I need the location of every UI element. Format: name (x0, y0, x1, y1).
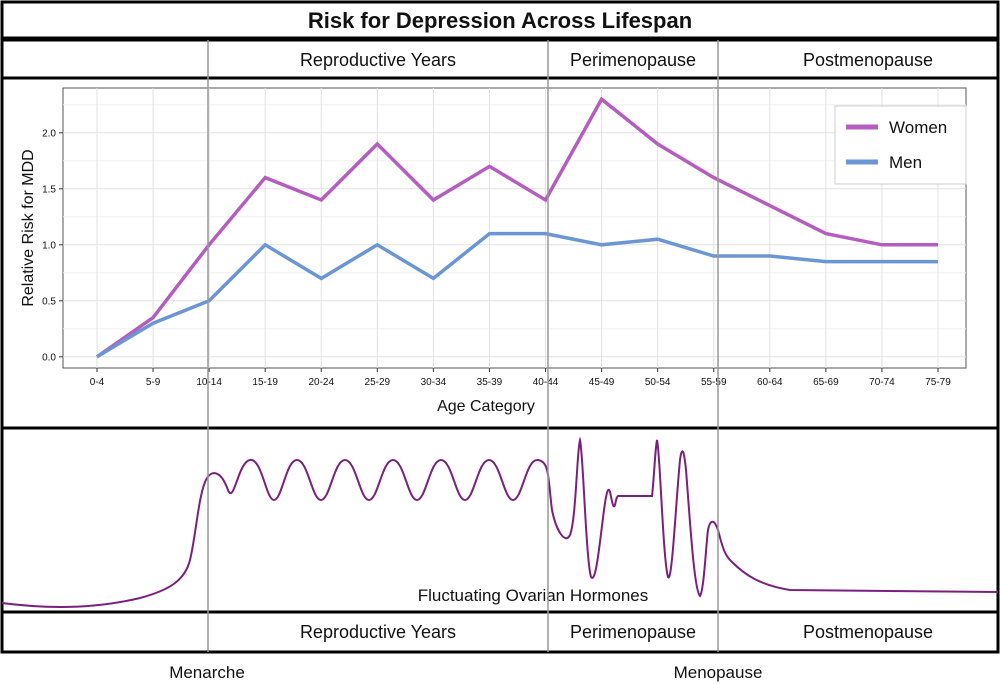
top-phase-perimenopause: Perimenopause (570, 50, 696, 70)
milestone-menopause: Menopause (674, 663, 763, 682)
bottom-phase-band (0, 610, 1000, 654)
x-tick-label: 5-9 (146, 377, 161, 388)
x-tick-label: 0-4 (90, 377, 105, 388)
x-tick-label: 25-29 (365, 377, 391, 388)
y-tick-label: 0.5 (42, 296, 56, 307)
plot-area (62, 87, 967, 369)
x-tick-label: 60-64 (757, 377, 783, 388)
y-tick-label: 0.0 (42, 352, 56, 363)
top-phase-reproductive: Reproductive Years (300, 50, 456, 70)
y-axis-label: Relative Risk for MDD (20, 149, 37, 306)
series-line-men (96, 231, 938, 359)
y-tick-label: 1.5 (42, 184, 56, 195)
legend-label-women: Women (889, 118, 947, 137)
x-tick-label: 30-34 (421, 377, 447, 388)
milestone-menarche: Menarche (169, 663, 245, 682)
chart-title: Risk for Depression Across Lifespan (308, 8, 692, 33)
grid-lines (63, 88, 966, 368)
top-phase-postmenopause: Postmenopause (803, 50, 933, 70)
x-tick-label: 20-24 (308, 377, 334, 388)
x-axis-label: Age Category (437, 398, 535, 415)
x-tick-label: 40-44 (533, 377, 559, 388)
bottom-phase-perimenopause: Perimenopause (570, 622, 696, 642)
bottom-phase-postmenopause: Postmenopause (803, 622, 933, 642)
x-tick-label: 45-49 (589, 377, 615, 388)
x-tick-label: 55-59 (701, 377, 727, 388)
legend-box (834, 105, 967, 185)
x-tick-label: 75-79 (925, 377, 951, 388)
x-tick-label: 70-74 (869, 377, 895, 388)
legend-label-men: Men (889, 153, 922, 172)
y-tick-label: 1.0 (42, 240, 56, 251)
legend: Women Men (834, 105, 967, 185)
x-tick-label: 50-54 (645, 377, 671, 388)
x-tick-label: 10-14 (196, 377, 222, 388)
x-tick-label: 65-69 (813, 377, 839, 388)
series-lines (95, 96, 938, 359)
bottom-phase-reproductive: Reproductive Years (300, 622, 456, 642)
hormone-panel (0, 426, 1000, 614)
x-axis-ticks: 0-4 5-9 10-14 15-19 20-24 25-29 30-34 35-39 40-4… (90, 368, 951, 388)
title-band (0, 0, 1000, 40)
y-axis-ticks: 0.0 0.5 1.0 1.5 2.0 (42, 128, 63, 363)
series-line-women (95, 96, 938, 359)
hormone-label: Fluctuating Ovarian Hormones (418, 586, 649, 605)
y-tick-label: 2.0 (42, 128, 56, 139)
hormone-curve (1, 436, 999, 608)
x-tick-label: 15-19 (252, 377, 278, 388)
x-tick-label: 35-39 (477, 377, 503, 388)
